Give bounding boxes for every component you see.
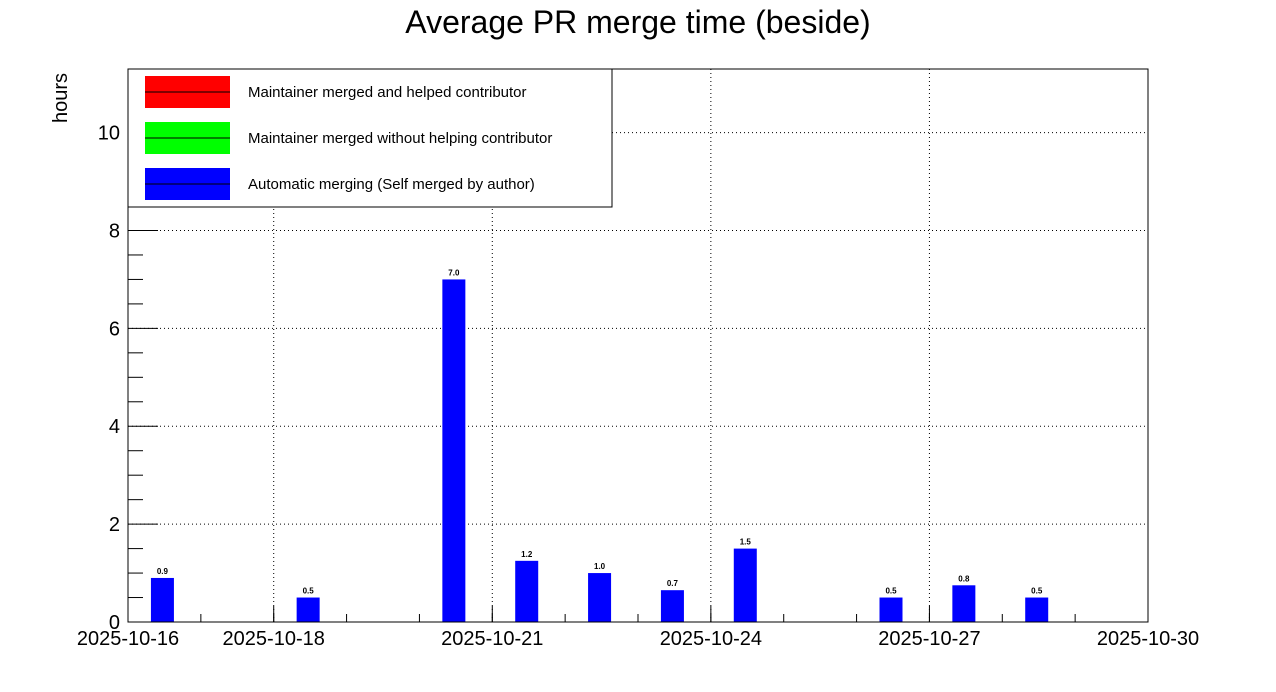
chart-title: Average PR merge time (beside) (405, 4, 870, 40)
bar (879, 597, 903, 622)
legend-entry-label: Maintainer merged without helping contri… (248, 130, 552, 147)
bar-value-label: 0.5 (303, 587, 315, 596)
x-tick-label: 2025-10-16 (77, 628, 179, 650)
x-tick-label: 2025-10-30 (1097, 628, 1199, 650)
y-tick-label: 2 (109, 514, 120, 536)
bar (442, 279, 466, 622)
bar (1025, 597, 1049, 622)
y-tick-label: 4 (109, 416, 120, 438)
bar-value-label: 0.9 (157, 567, 169, 576)
legend: Maintainer merged and helped contributor… (127, 68, 613, 208)
y-tick-label: 10 (98, 123, 120, 145)
bar-series: 0.9 0.5 7.0 1.2 1.0 0.7 1.5 0.5 0.8 0.5 (150, 268, 1049, 622)
y-axis-label: hours (50, 73, 72, 123)
x-tick-label: 2025-10-18 (223, 628, 325, 650)
bar-value-label: 1.2 (521, 550, 533, 559)
bar-value-label: 0.7 (667, 579, 679, 588)
bar (296, 597, 320, 622)
bar-value-label: 0.5 (1031, 587, 1043, 596)
bar (733, 548, 757, 622)
bar (660, 590, 684, 622)
bar (150, 577, 174, 622)
plot-frame (127, 68, 1149, 623)
x-tick-label: 2025-10-21 (441, 628, 543, 650)
y-tick-label: 0 (109, 612, 120, 634)
axes: 2025-10-16 2025-10-18 2025-10-21 2025-10-24… (77, 68, 1199, 650)
bar (952, 585, 976, 622)
legend-entry-label: Maintainer merged and helped contributor (248, 84, 527, 101)
x-tick-label: 2025-10-27 (878, 628, 980, 650)
bar-value-label: 7.0 (448, 268, 460, 277)
bar (588, 573, 612, 622)
x-tick-label: 2025-10-24 (660, 628, 762, 650)
bar-value-label: 1.5 (740, 538, 752, 547)
y-tick-label: 6 (109, 318, 120, 340)
bar (515, 560, 539, 622)
bar-value-label: 0.5 (885, 587, 897, 596)
bar-value-label: 1.0 (594, 562, 606, 571)
legend-entry-label: Automatic merging (Self merged by author… (248, 176, 535, 193)
bar-value-label: 0.8 (958, 574, 970, 583)
y-tick-label: 8 (109, 220, 120, 242)
